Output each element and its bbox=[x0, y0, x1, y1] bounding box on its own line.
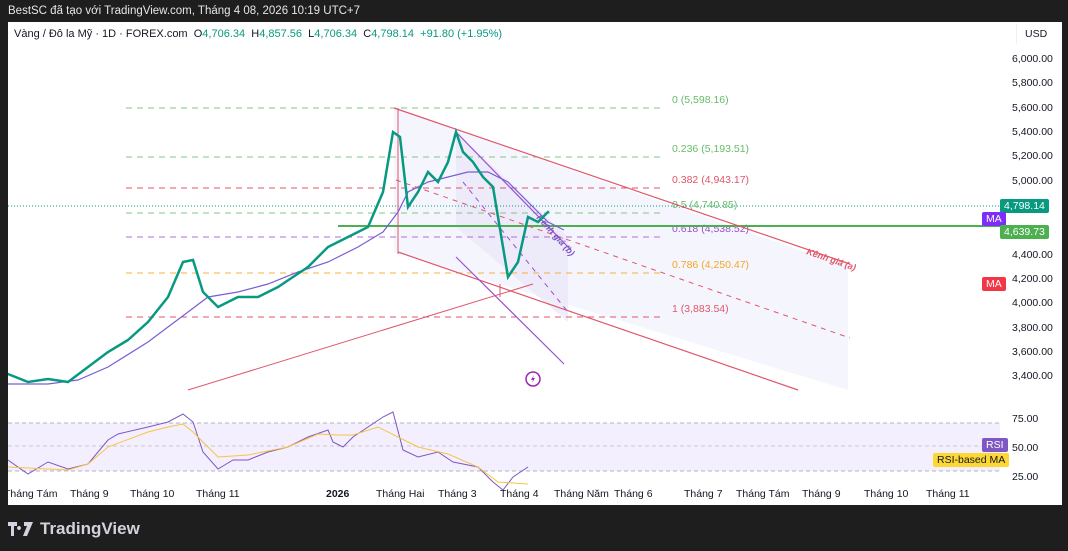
ma-level-badge: 4,639.73 bbox=[1000, 225, 1049, 239]
tradingview-logo[interactable]: TradingView bbox=[8, 519, 140, 539]
svg-text:5,600.00: 5,600.00 bbox=[1012, 102, 1053, 114]
rsi-band bbox=[8, 423, 1000, 471]
last-price-badge: 4,798.14 bbox=[1000, 199, 1049, 213]
high-value: 4,857.56 bbox=[259, 28, 303, 40]
rsi-ma-badge: RSI-based MA bbox=[933, 453, 1010, 467]
svg-text:Tháng 3: Tháng 3 bbox=[438, 488, 477, 500]
fib-label-1: 1 (3,883.54) bbox=[672, 303, 729, 315]
fib-label-0786: 0.786 (4,250.47) bbox=[672, 259, 749, 271]
svg-text:Tháng 11: Tháng 11 bbox=[196, 488, 240, 500]
svg-text:Tháng 9: Tháng 9 bbox=[802, 488, 841, 500]
moving-average-line bbox=[8, 171, 565, 385]
svg-text:5,200.00: 5,200.00 bbox=[1012, 150, 1053, 162]
svg-text:75.00: 75.00 bbox=[1012, 413, 1038, 425]
tradingview-logo-icon bbox=[8, 522, 33, 536]
svg-text:Tháng 10: Tháng 10 bbox=[130, 488, 175, 500]
fib-label-05: 0.5 (4,740.85) bbox=[672, 199, 737, 211]
svg-text:Tháng 6: Tháng 6 bbox=[614, 488, 653, 500]
price-axis[interactable]: 6,000.00 5,800.00 5,600.00 5,400.00 5,20… bbox=[1012, 53, 1053, 483]
svg-text:Tháng Hai: Tháng Hai bbox=[376, 488, 424, 500]
svg-text:Tháng 10: Tháng 10 bbox=[864, 488, 909, 500]
price-series bbox=[8, 127, 550, 384]
fib-label-0618: 0.618 (4,538.52) bbox=[672, 223, 749, 235]
close-value: 4,798.14 bbox=[371, 28, 415, 40]
svg-text:Tháng Tám: Tháng Tám bbox=[8, 488, 58, 500]
ma-purple-badge: MA bbox=[982, 212, 1006, 226]
rsi-ma-line bbox=[8, 423, 529, 485]
price-chart-canvas[interactable]: 0 (5,598.16) 0.236 (5,193.51) 0.382 (4,9… bbox=[8, 22, 1062, 505]
svg-text:4,000.00: 4,000.00 bbox=[1012, 297, 1053, 309]
svg-text:3,600.00: 3,600.00 bbox=[1012, 346, 1053, 358]
trendline-support[interactable] bbox=[187, 283, 534, 391]
currency-button[interactable]: USD bbox=[1016, 24, 1056, 44]
open-value: 4,706.34 bbox=[202, 28, 246, 40]
chart-frame[interactable]: 0 (5,598.16) 0.236 (5,193.51) 0.382 (4,9… bbox=[8, 22, 1062, 505]
svg-text:25.00: 25.00 bbox=[1012, 471, 1038, 483]
svg-text:50.00: 50.00 bbox=[1012, 442, 1038, 454]
fib-retracement[interactable]: 0 (5,598.16) 0.236 (5,193.51) 0.382 (4,9… bbox=[126, 94, 749, 318]
rsi-badge: RSI bbox=[982, 438, 1008, 452]
svg-text:Tháng 11: Tháng 11 bbox=[926, 488, 970, 500]
svg-text:Tháng 4: Tháng 4 bbox=[500, 488, 539, 500]
symbol-legend: Vàng / Đô la Mỹ · 1D · FOREX.com O4,706.… bbox=[14, 28, 503, 40]
svg-text:5,800.00: 5,800.00 bbox=[1012, 77, 1053, 89]
svg-text:6,000.00: 6,000.00 bbox=[1012, 53, 1053, 65]
svg-text:5,400.00: 5,400.00 bbox=[1012, 126, 1053, 138]
svg-text:Tháng Tám: Tháng Tám bbox=[736, 488, 790, 500]
svg-text:Tháng 7: Tháng 7 bbox=[684, 488, 723, 500]
svg-text:5,000.00: 5,000.00 bbox=[1012, 175, 1053, 187]
alert-lightning-icon[interactable] bbox=[525, 371, 541, 387]
svg-text:2026: 2026 bbox=[326, 488, 350, 500]
low-value: 4,706.34 bbox=[314, 28, 358, 40]
fib-label-0236: 0.236 (5,193.51) bbox=[672, 143, 749, 155]
rsi-line bbox=[8, 411, 529, 491]
svg-text:Tháng 9: Tháng 9 bbox=[70, 488, 109, 500]
channel-a-fill bbox=[394, 108, 848, 390]
change-value: +91.80 (+1.95%) bbox=[420, 28, 503, 40]
svg-text:4,400.00: 4,400.00 bbox=[1012, 249, 1053, 261]
footer: TradingView bbox=[0, 505, 1068, 551]
fib-label-0382: 0.382 (4,943.17) bbox=[672, 174, 749, 186]
svg-text:4,200.00: 4,200.00 bbox=[1012, 273, 1053, 285]
svg-text:Tháng Năm: Tháng Năm bbox=[554, 488, 609, 500]
symbol-name: Vàng / Đô la Mỹ · 1D · FOREX.com bbox=[14, 28, 188, 40]
time-axis[interactable]: Tháng Tám Tháng 9 Tháng 10 Tháng 11 2026… bbox=[8, 488, 970, 500]
ma-red-badge: MA bbox=[982, 277, 1006, 291]
svg-text:3,400.00: 3,400.00 bbox=[1012, 370, 1053, 382]
fib-label-0: 0 (5,598.16) bbox=[672, 94, 729, 106]
chart-caption: BestSC đã tạo với TradingView.com, Tháng… bbox=[0, 0, 1068, 22]
svg-text:3,800.00: 3,800.00 bbox=[1012, 322, 1053, 334]
